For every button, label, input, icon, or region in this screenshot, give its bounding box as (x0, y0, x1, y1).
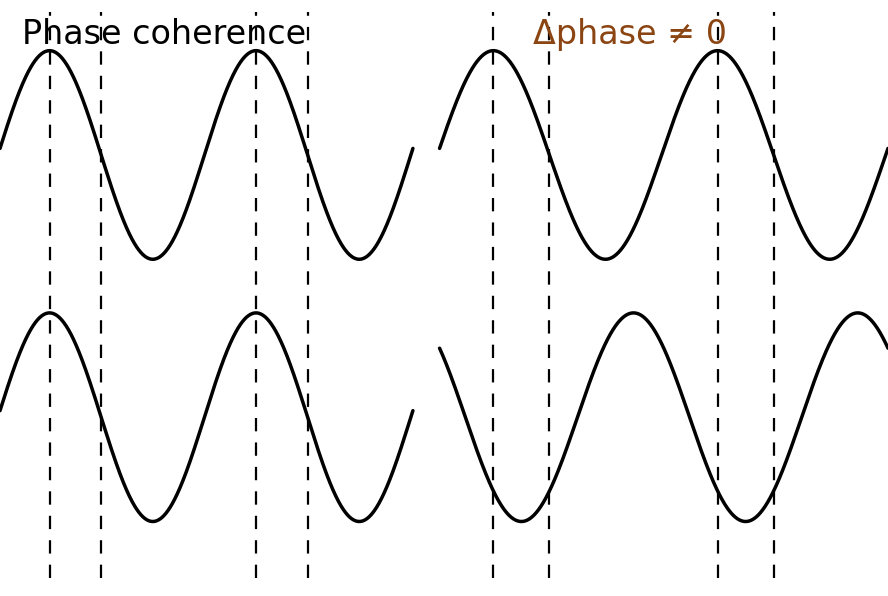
Text: Phase coherence: Phase coherence (22, 18, 306, 51)
Text: Δphase ≠ 0: Δphase ≠ 0 (533, 18, 726, 51)
